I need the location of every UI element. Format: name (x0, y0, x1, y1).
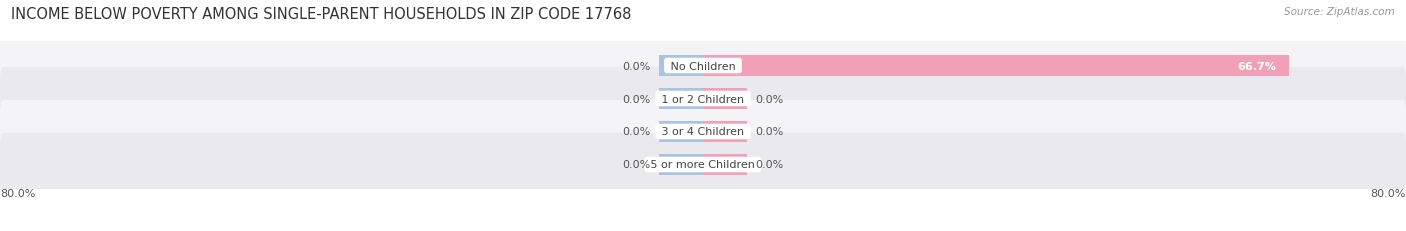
Text: Source: ZipAtlas.com: Source: ZipAtlas.com (1284, 7, 1395, 17)
Bar (703, 155, 747, 175)
Text: INCOME BELOW POVERTY AMONG SINGLE-PARENT HOUSEHOLDS IN ZIP CODE 17768: INCOME BELOW POVERTY AMONG SINGLE-PARENT… (11, 7, 631, 22)
Text: 0.0%: 0.0% (756, 94, 785, 104)
Text: 3 or 4 Children: 3 or 4 Children (658, 127, 748, 137)
FancyBboxPatch shape (0, 133, 1406, 196)
Bar (659, 122, 703, 142)
Text: 80.0%: 80.0% (0, 188, 35, 198)
Text: No Children: No Children (666, 61, 740, 71)
Text: 66.7%: 66.7% (1237, 61, 1277, 71)
Text: 0.0%: 0.0% (621, 127, 650, 137)
Text: 80.0%: 80.0% (1371, 188, 1406, 198)
Text: 5 or more Children: 5 or more Children (647, 160, 759, 170)
Text: 0.0%: 0.0% (756, 127, 785, 137)
FancyBboxPatch shape (0, 35, 1406, 98)
FancyBboxPatch shape (0, 100, 1406, 164)
Text: 0.0%: 0.0% (621, 94, 650, 104)
Bar (703, 56, 1289, 76)
Bar (703, 122, 747, 142)
Bar (659, 56, 703, 76)
Bar (659, 155, 703, 175)
Text: 0.0%: 0.0% (756, 160, 785, 170)
Bar (703, 89, 747, 109)
Text: 0.0%: 0.0% (621, 160, 650, 170)
FancyBboxPatch shape (0, 67, 1406, 131)
Text: 1 or 2 Children: 1 or 2 Children (658, 94, 748, 104)
Text: 0.0%: 0.0% (621, 61, 650, 71)
Bar (659, 89, 703, 109)
